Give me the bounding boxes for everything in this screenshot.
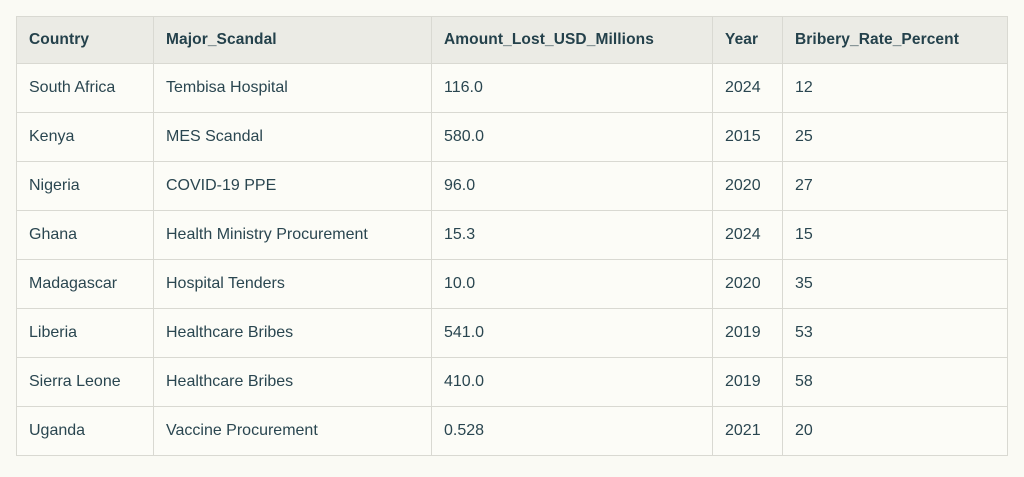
table-cell: Uganda — [16, 406, 154, 456]
table-cell: 2019 — [712, 308, 783, 358]
table-cell: Tembisa Hospital — [153, 63, 432, 113]
table-cell: 2020 — [712, 259, 783, 309]
table-cell: 2019 — [712, 357, 783, 407]
header-row: Country Major_Scandal Amount_Lost_USD_Mill… — [16, 16, 1008, 64]
table-cell: Vaccine Procurement — [153, 406, 432, 456]
table-cell: Madagascar — [16, 259, 154, 309]
table-cell: South Africa — [16, 63, 154, 113]
table-cell: 27 — [782, 161, 1008, 211]
table-row: South Africa Tembisa Hospital 116.0 2024 12 — [16, 63, 1008, 113]
table-cell: 35 — [782, 259, 1008, 309]
table-cell: 25 — [782, 112, 1008, 162]
table-row: Madagascar Hospital Tenders 10.0 2020 35 — [16, 259, 1008, 309]
column-header-year: Year — [712, 16, 783, 64]
table-cell: Health Ministry Procurement — [153, 210, 432, 260]
table-row: Sierra Leone Healthcare Bribes 410.0 2019 58 — [16, 357, 1008, 407]
scandals-data-table: Country Major_Scandal Amount_Lost_USD_Mill… — [16, 16, 1008, 456]
table-cell: 58 — [782, 357, 1008, 407]
table-cell: 541.0 — [431, 308, 713, 358]
table-cell: MES Scandal — [153, 112, 432, 162]
table-cell: Healthcare Bribes — [153, 308, 432, 358]
table-cell: Nigeria — [16, 161, 154, 211]
table-row: Nigeria COVID-19 PPE 96.0 2020 27 — [16, 161, 1008, 211]
table-cell: 2021 — [712, 406, 783, 456]
table-cell: 53 — [782, 308, 1008, 358]
table-cell: 410.0 — [431, 357, 713, 407]
table-cell: 12 — [782, 63, 1008, 113]
column-header-major_scandal: Major_Scandal — [153, 16, 432, 64]
table-cell: 2024 — [712, 210, 783, 260]
table-row: Kenya MES Scandal 580.0 2015 25 — [16, 112, 1008, 162]
table-row: Ghana Health Ministry Procurement 15.3 2024… — [16, 210, 1008, 260]
table-cell: 20 — [782, 406, 1008, 456]
table-cell: Liberia — [16, 308, 154, 358]
column-header-bribery_rate_percent: Bribery_Rate_Percent — [782, 16, 1008, 64]
column-header-country: Country — [16, 16, 154, 64]
table-row: Liberia Healthcare Bribes 541.0 2019 53 — [16, 308, 1008, 358]
table-cell: 0.528 — [431, 406, 713, 456]
column-header-amount_lost_usd_millions: Amount_Lost_USD_Millions — [431, 16, 713, 64]
table-cell: Healthcare Bribes — [153, 357, 432, 407]
table-cell: Kenya — [16, 112, 154, 162]
table-cell: Ghana — [16, 210, 154, 260]
table-cell: 116.0 — [431, 63, 713, 113]
table-cell: 96.0 — [431, 161, 713, 211]
table-cell: 2020 — [712, 161, 783, 211]
table-row: Uganda Vaccine Procurement 0.528 2021 20 — [16, 406, 1008, 456]
table-cell: 15.3 — [431, 210, 713, 260]
table-cell: Hospital Tenders — [153, 259, 432, 309]
table-cell: 580.0 — [431, 112, 713, 162]
table-cell: 2024 — [712, 63, 783, 113]
table-cell: 2015 — [712, 112, 783, 162]
table-cell: 10.0 — [431, 259, 713, 309]
table-cell: 15 — [782, 210, 1008, 260]
table-body: South Africa Tembisa Hospital 116.0 2024 12 K… — [16, 63, 1008, 456]
table-cell: Sierra Leone — [16, 357, 154, 407]
table-cell: COVID-19 PPE — [153, 161, 432, 211]
